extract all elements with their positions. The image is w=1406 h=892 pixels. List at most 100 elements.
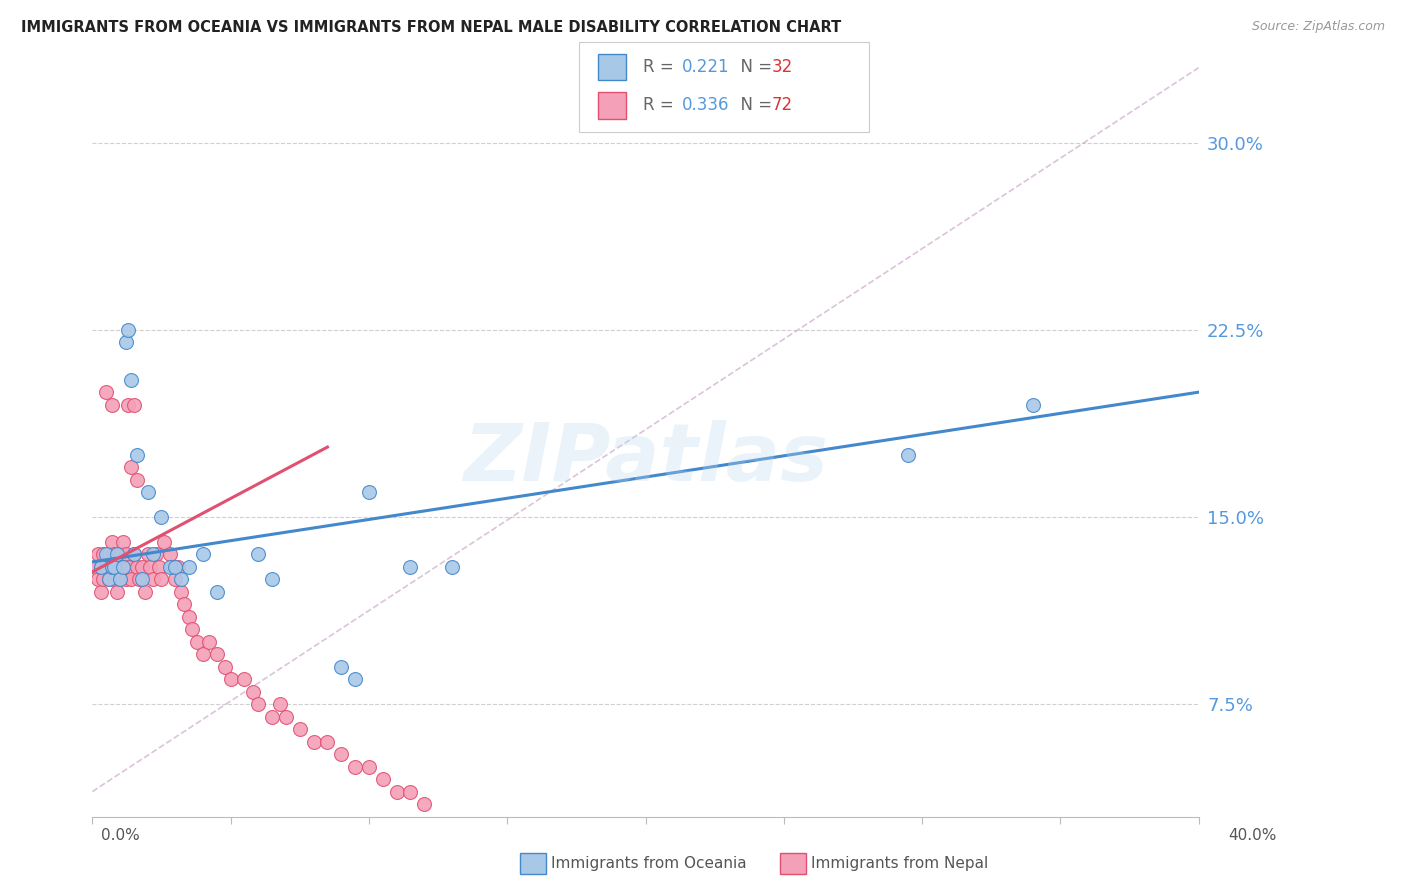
Point [108,548,131,562]
Text: 40.0%: 40.0% [1229,828,1277,843]
Point [97,573,120,587]
Point [103,560,125,574]
Point [103,573,125,587]
Point [84,560,107,574]
Point [90,560,112,574]
Point [96,548,118,562]
Point [214,659,236,673]
Point [344,759,367,773]
Point [150,573,173,587]
Point [117,560,139,574]
Point [191,647,214,661]
Point [136,548,159,562]
Point [125,473,148,487]
Point [100,398,122,412]
Text: Immigrants from Oceania: Immigrants from Oceania [551,856,747,871]
Point [122,548,145,562]
Text: Source: ZipAtlas.com: Source: ZipAtlas.com [1251,20,1385,33]
Point [131,560,153,574]
Point [96,385,118,400]
Point [96,560,118,574]
Text: 72: 72 [772,96,793,114]
Point [136,485,159,500]
Point [242,684,264,698]
Point [330,659,353,673]
Point [159,560,181,574]
Point [191,548,214,562]
Point [288,722,311,736]
Point [87,573,110,587]
Point [105,585,128,599]
Point [108,573,131,587]
Text: R =: R = [643,96,679,114]
Point [180,623,202,637]
Point [179,610,201,624]
Text: N =: N = [730,58,778,76]
Point [105,548,128,562]
Point [114,335,136,350]
Point [148,560,170,574]
Point [897,448,920,462]
Point [117,323,139,337]
Point [105,560,128,574]
Point [1022,398,1045,412]
Point [170,573,193,587]
Point [90,585,112,599]
Point [399,560,422,574]
Point [197,634,219,648]
Text: R =: R = [643,58,679,76]
Point [274,709,297,723]
Point [100,560,122,574]
Point [111,560,134,574]
Point [413,797,436,811]
Point [122,398,145,412]
Point [90,560,112,574]
Point [186,634,208,648]
Point [150,510,173,524]
Text: Immigrants from Nepal: Immigrants from Nepal [811,856,988,871]
Text: 0.336: 0.336 [682,96,730,114]
Point [170,585,193,599]
Point [100,535,122,549]
Point [205,647,228,661]
Point [114,573,136,587]
Point [262,573,284,587]
Point [134,585,156,599]
Point [97,548,120,562]
Point [357,485,380,500]
Point [117,398,139,412]
Text: IMMIGRANTS FROM OCEANIA VS IMMIGRANTS FROM NEPAL MALE DISABILITY CORRELATION CHA: IMMIGRANTS FROM OCEANIA VS IMMIGRANTS FR… [21,20,841,35]
Point [205,585,228,599]
Text: 32: 32 [772,58,793,76]
Point [165,573,187,587]
Point [173,598,195,612]
Point [330,747,353,761]
Point [385,784,408,798]
Point [145,548,167,562]
Point [371,772,394,786]
Point [122,548,145,562]
Point [179,560,201,574]
Text: ZIPatlas: ZIPatlas [463,419,828,498]
Text: 0.0%: 0.0% [101,828,141,843]
Point [93,573,115,587]
Point [100,560,122,574]
Point [167,560,190,574]
Point [142,548,165,562]
Text: 0.221: 0.221 [682,58,730,76]
Point [357,759,380,773]
Point [269,697,291,711]
Point [125,448,148,462]
Text: N =: N = [730,96,778,114]
Point [128,573,150,587]
Point [139,560,162,574]
Point [131,573,153,587]
Point [97,573,120,587]
Point [142,573,165,587]
Point [233,672,256,686]
Point [219,672,242,686]
Point [111,535,134,549]
Point [159,548,181,562]
Point [111,560,134,574]
Point [247,548,270,562]
